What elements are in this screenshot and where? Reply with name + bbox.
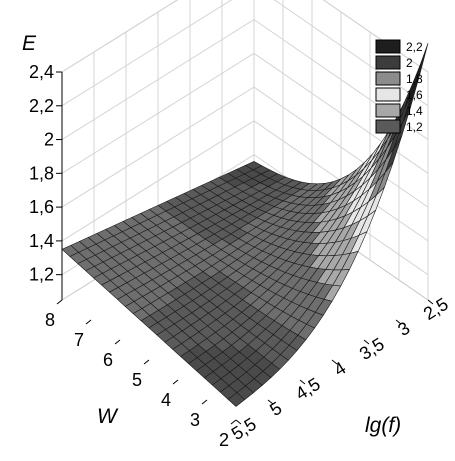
x-tick-mark-3 bbox=[331, 359, 338, 365]
surface-cell-0-21 bbox=[227, 392, 246, 407]
y-tick-mark-2 bbox=[114, 339, 121, 345]
z-tick-label-4: 2 bbox=[44, 130, 54, 150]
x-tick-label-3: 4 bbox=[330, 358, 349, 380]
x-tick-label-0: 5,5 bbox=[228, 414, 260, 444]
legend-label-5: 1,2 bbox=[406, 120, 423, 134]
legend-swatch-4 bbox=[375, 103, 401, 118]
x-tick-mark-6 bbox=[427, 299, 434, 305]
y-tick-mark-1 bbox=[85, 319, 92, 325]
z-tick-label-1: 1,4 bbox=[29, 231, 54, 251]
legend-label-3: 1,6 bbox=[406, 88, 423, 102]
y-tick-label-5: 3 bbox=[190, 410, 200, 430]
y-tick-mark-5 bbox=[201, 399, 208, 405]
legend-swatch-2 bbox=[375, 71, 401, 86]
x-tick-label-6: 2,5 bbox=[420, 294, 452, 324]
y-tick-label-2: 6 bbox=[103, 350, 113, 370]
x-tick-label-4: 3,5 bbox=[356, 334, 388, 364]
y-tick-mark-3 bbox=[143, 359, 150, 365]
z-tick-label-2: 1,6 bbox=[29, 197, 54, 217]
y-tick-label-0: 8 bbox=[45, 310, 55, 330]
y-tick-mark-0 bbox=[56, 299, 63, 305]
legend-label-1: 2 bbox=[406, 56, 413, 70]
legend-swatch-1 bbox=[375, 55, 401, 70]
surface-mesh bbox=[61, 42, 429, 407]
y-tick-label-4: 4 bbox=[161, 390, 171, 410]
z-tick-label-6: 2,4 bbox=[29, 62, 54, 82]
legend-label-2: 1,8 bbox=[406, 72, 423, 86]
y-tick-label-3: 5 bbox=[132, 370, 142, 390]
z-tick-label-3: 1,8 bbox=[29, 163, 54, 183]
x-tick-mark-4 bbox=[363, 339, 370, 345]
x-tick-label-1: 5 bbox=[266, 398, 285, 420]
y-tick-label-1: 7 bbox=[74, 330, 84, 350]
y-tick-mark-4 bbox=[172, 379, 179, 385]
legend: 2,2 2 1,8 1,6 1,4 1,2 bbox=[375, 39, 423, 134]
legend-swatch-5 bbox=[375, 119, 401, 134]
x-tick-mark-2 bbox=[299, 379, 306, 385]
x-tick-label-5: 3 bbox=[394, 318, 413, 340]
x-tick-mark-5 bbox=[395, 319, 402, 325]
z-tick-label-5: 2,2 bbox=[29, 96, 54, 116]
y-tick-label-6: 2 bbox=[219, 430, 229, 450]
x-tick-mark-0 bbox=[235, 419, 242, 425]
legend-swatch-3 bbox=[375, 87, 401, 102]
z-tick-label-0: 1,2 bbox=[29, 265, 54, 285]
x-tick-label-2: 4,5 bbox=[292, 374, 324, 404]
legend-label-4: 1,4 bbox=[406, 104, 423, 118]
legend-swatch-0 bbox=[375, 39, 401, 54]
legend-label-0: 2,2 bbox=[406, 40, 423, 54]
z-axis-title: E bbox=[22, 32, 37, 55]
x-axis-title: lg(f) bbox=[365, 414, 401, 437]
y-axis-title: W bbox=[97, 405, 119, 428]
y-tick-mark-6 bbox=[230, 419, 237, 425]
x-tick-mark-1 bbox=[267, 399, 274, 405]
